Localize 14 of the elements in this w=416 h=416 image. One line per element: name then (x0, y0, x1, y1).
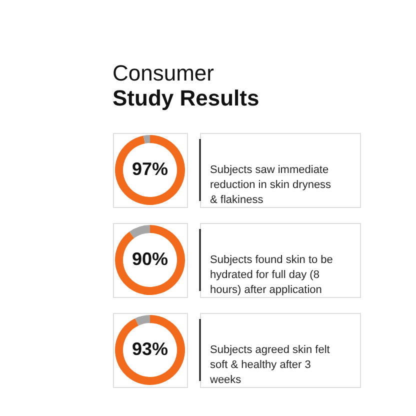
donut-slice (129, 225, 150, 238)
text: Subjects found skin to be hydrated for full day (8 hours) after application (210, 254, 333, 296)
chart-title: Consumer (112, 60, 214, 86)
donut-slice (115, 225, 185, 295)
text: Subjects saw immediate reduction in skin dryness & flakiness (210, 164, 332, 206)
data-label: 93% (132, 339, 168, 359)
data-label: 90% (132, 249, 168, 269)
donut-slice (115, 135, 185, 205)
chart-subtitle: Study Results (112, 86, 260, 110)
donut-slice (143, 135, 150, 144)
text: Subjects agreed skin felt soft & healthy after 3 weeks (209, 344, 330, 386)
donut-slice (115, 315, 185, 385)
data-label: 97% (132, 159, 168, 179)
donut-slice (135, 315, 150, 326)
